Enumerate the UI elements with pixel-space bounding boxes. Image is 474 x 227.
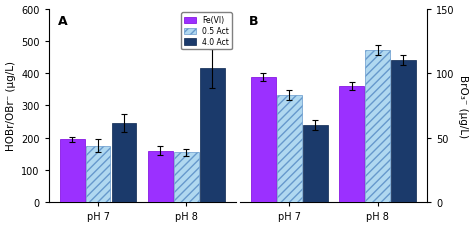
Bar <box>111 124 137 202</box>
Bar <box>174 153 199 202</box>
Bar <box>277 96 301 202</box>
Bar <box>365 51 390 202</box>
Y-axis label: HOBr/OBr⁻ (µg/L): HOBr/OBr⁻ (µg/L) <box>6 61 16 151</box>
Bar <box>200 69 225 202</box>
Bar <box>251 78 276 202</box>
Y-axis label: BrO₃⁻ (µg/L): BrO₃⁻ (µg/L) <box>458 75 468 137</box>
Bar <box>391 61 416 202</box>
Bar <box>148 151 173 202</box>
Text: A: A <box>58 15 68 28</box>
Bar <box>86 146 110 202</box>
Bar <box>339 87 364 202</box>
Legend: Fe(VI), 0.5 Act, 4.0 Act: Fe(VI), 0.5 Act, 4.0 Act <box>182 13 232 50</box>
Bar <box>60 140 84 202</box>
Bar <box>303 125 328 202</box>
Text: B: B <box>249 15 259 28</box>
